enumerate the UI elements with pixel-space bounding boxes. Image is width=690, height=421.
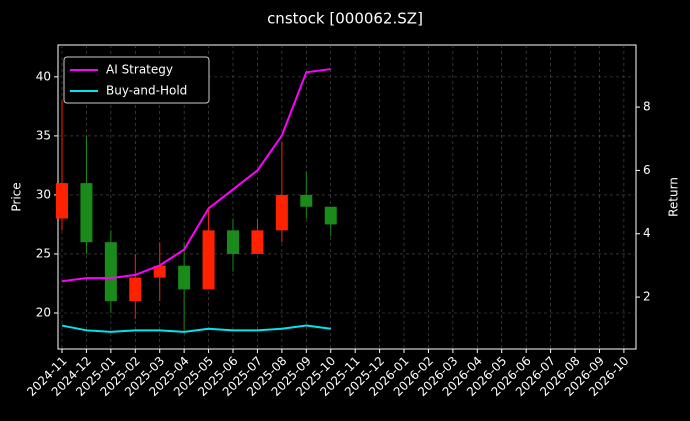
legend-box xyxy=(63,56,210,104)
y2-tick-label: 4 xyxy=(643,226,651,240)
y-axis-label: Price xyxy=(10,182,24,211)
candle-body xyxy=(275,194,288,231)
candle-body xyxy=(104,242,117,302)
line-series xyxy=(61,324,331,333)
candle-body xyxy=(202,230,215,290)
y2-axis-label: Return xyxy=(667,177,681,217)
candle-body xyxy=(80,183,93,243)
chart-title: cnstock [000062.SZ] xyxy=(267,10,423,28)
candle-body xyxy=(324,206,337,225)
y-tick-label: 40 xyxy=(36,69,51,83)
y-tick-label: 30 xyxy=(36,187,51,201)
candle-body xyxy=(153,265,166,278)
legend-label: AI Strategy xyxy=(106,63,173,77)
y2-tick-label: 8 xyxy=(643,100,651,114)
candle-body xyxy=(129,277,142,302)
y2-tick-label: 6 xyxy=(643,163,651,177)
candle-body xyxy=(56,183,68,219)
candle-body xyxy=(300,194,313,207)
candle-body xyxy=(227,230,240,254)
legend-label: Buy-and-Hold xyxy=(106,84,187,98)
line-series xyxy=(61,68,331,283)
y-tick-label: 35 xyxy=(36,128,51,142)
candle-body xyxy=(178,265,191,290)
candle-body xyxy=(251,230,264,254)
y-tick-label: 20 xyxy=(36,305,51,319)
y-tick-label: 25 xyxy=(36,246,51,260)
y2-tick-label: 2 xyxy=(643,290,651,304)
